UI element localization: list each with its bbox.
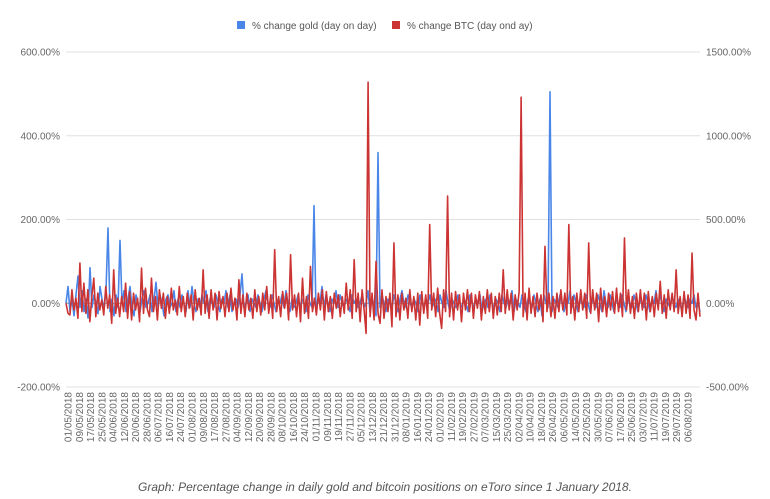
x-tick-label: 20/09/2018: [255, 392, 266, 442]
right-tick-label: 0.00%: [706, 299, 734, 310]
x-tick-label: 24/10/2018: [300, 392, 311, 442]
x-tick-label: 14/05/2019: [571, 392, 582, 442]
x-tick-label: 11/02/2019: [447, 392, 458, 442]
x-tick-label: 25/05/2018: [97, 392, 108, 442]
x-tick-label: 04/09/2018: [233, 392, 244, 442]
x-tick-label: 09/05/2018: [75, 392, 86, 442]
x-tick-label: 29/07/2019: [672, 392, 683, 442]
x-tick-label: 12/06/2018: [120, 392, 131, 442]
x-tick-label: 09/11/2018: [323, 392, 334, 442]
right-tick-label: 500.00%: [706, 215, 746, 226]
x-tick-label: 01/02/2019: [436, 392, 447, 442]
x-tick-label: 26/04/2019: [548, 392, 559, 442]
series-line: [65, 90, 701, 319]
x-tick-label: 28/09/2018: [266, 392, 277, 442]
x-tick-label: 02/04/2019: [514, 392, 525, 442]
left-tick-label: 600.00%: [21, 48, 61, 59]
x-tick-label: 01/08/2018: [188, 392, 199, 442]
x-tick-label: 07/06/2019: [605, 392, 616, 442]
x-tick-label: 17/05/2018: [86, 392, 97, 442]
legend-swatch-gold: [237, 21, 245, 29]
x-tick-label: 19/02/2019: [458, 392, 469, 442]
x-tick-label: 06/08/2019: [684, 392, 695, 442]
x-tick-label: 20/06/2018: [131, 392, 142, 442]
x-tick-label: 27/11/2018: [345, 392, 356, 442]
left-tick-label: 200.00%: [21, 215, 61, 226]
x-tick-label: 08/01/2019: [402, 392, 413, 442]
x-tick-label: 27/08/2018: [221, 392, 232, 442]
x-tick-label: 24/07/2018: [176, 392, 187, 442]
x-tick-label: 17/06/2019: [616, 392, 627, 442]
left-axis-ticks: -200.00% 0.00% 200.00% 400.00% 600.00%: [17, 48, 60, 394]
x-tick-label: 16/07/2018: [165, 392, 176, 442]
x-tick-label: 08/10/2018: [278, 392, 289, 442]
right-tick-label: 1000.00%: [706, 131, 751, 142]
x-tick-label: 04/06/2018: [109, 392, 120, 442]
right-tick-label: -500.00%: [706, 383, 749, 394]
series-layer: [65, 81, 701, 335]
x-axis-ticks: 01/05/2018 09/05/2018 17/05/2018 25/05/2018…: [64, 392, 695, 442]
left-tick-label: 0.00%: [32, 299, 60, 310]
right-tick-label: 1500.00%: [706, 48, 751, 59]
legend: % change gold (day on day) % change BTC …: [237, 21, 533, 32]
legend-label-gold: % change gold (day on day): [252, 21, 377, 32]
x-tick-label: 27/02/2019: [469, 392, 480, 442]
x-tick-label: 18/04/2019: [537, 392, 548, 442]
x-tick-label: 30/05/2019: [593, 392, 604, 442]
x-tick-label: 16/01/2019: [413, 392, 424, 442]
grid-lines: [66, 51, 700, 388]
x-tick-label: 22/05/2019: [582, 392, 593, 442]
x-tick-label: 31/12/2018: [390, 392, 401, 442]
legend-swatch-btc: [392, 21, 400, 29]
x-tick-label: 01/05/2018: [64, 392, 75, 442]
x-tick-label: 01/11/2018: [312, 392, 323, 442]
x-tick-label: 16/10/2018: [289, 392, 300, 442]
x-tick-label: 17/08/2018: [210, 392, 221, 442]
x-tick-label: 21/12/2018: [379, 392, 390, 442]
legend-label-btc: % change BTC (day ond ay): [407, 21, 533, 32]
x-tick-label: 06/07/2018: [154, 392, 165, 442]
chart-caption: Graph: Percentage change in daily gold a…: [138, 480, 632, 494]
left-tick-label: 400.00%: [21, 131, 61, 142]
right-axis-ticks: -500.00% 0.00% 500.00% 1000.00% 1500.00%: [706, 48, 751, 394]
x-tick-label: 19/11/2018: [334, 392, 345, 442]
x-tick-label: 19/07/2019: [661, 392, 672, 442]
x-tick-label: 28/06/2018: [142, 392, 153, 442]
left-tick-label: -200.00%: [17, 383, 60, 394]
x-tick-label: 07/03/2019: [481, 392, 492, 442]
x-tick-label: 24/01/2019: [424, 392, 435, 442]
x-tick-label: 12/09/2018: [244, 392, 255, 442]
x-tick-label: 11/07/2019: [650, 392, 661, 442]
series-line: [65, 81, 701, 335]
x-tick-label: 13/12/2018: [368, 392, 379, 442]
x-tick-label: 25/06/2019: [627, 392, 638, 442]
x-tick-label: 03/07/2019: [638, 392, 649, 442]
x-tick-label: 15/03/2019: [492, 392, 503, 442]
x-tick-label: 09/08/2018: [199, 392, 210, 442]
x-tick-label: 05/12/2018: [357, 392, 368, 442]
x-tick-label: 10/04/2019: [526, 392, 537, 442]
x-tick-label: 06/05/2019: [560, 392, 571, 442]
x-tick-label: 25/03/2019: [503, 392, 514, 442]
